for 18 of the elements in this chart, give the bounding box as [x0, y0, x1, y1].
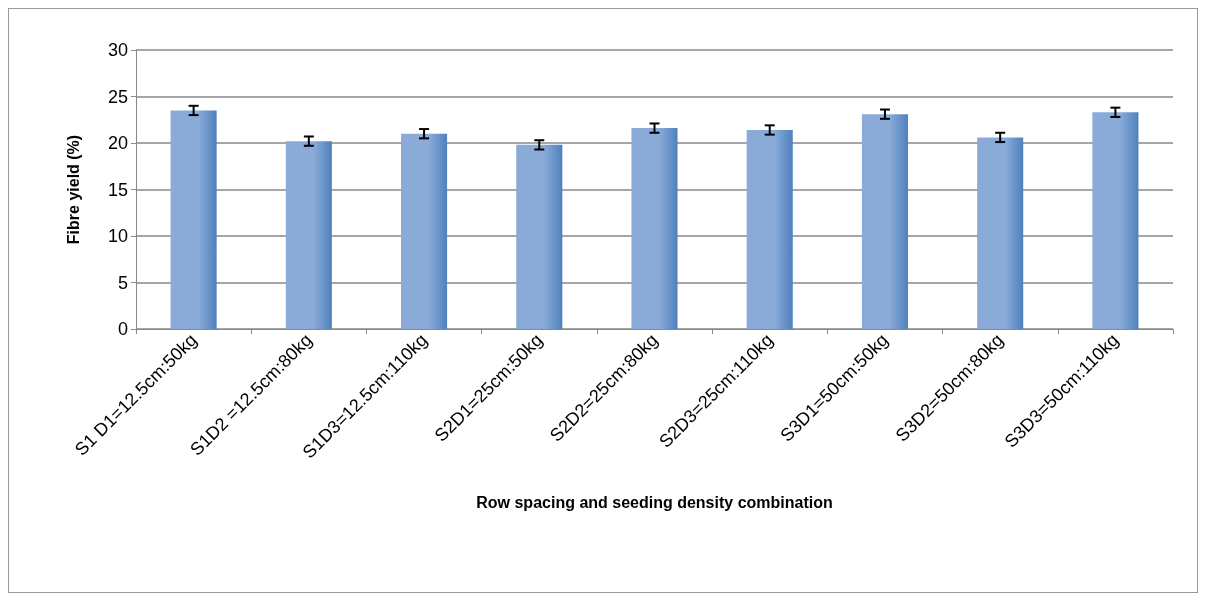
bar	[170, 110, 217, 329]
bar	[1092, 112, 1139, 329]
y-tick-label: 15	[107, 179, 128, 200]
y-tick-label: 5	[117, 272, 128, 293]
x-axis-title: Row spacing and seeding density combination	[476, 493, 833, 511]
y-tick-label: 30	[107, 40, 128, 60]
y-tick-label: 20	[107, 133, 128, 153]
bar	[516, 144, 563, 329]
y-tick-label: 0	[117, 319, 128, 339]
y-tick-label: 25	[107, 86, 128, 107]
bar	[861, 114, 908, 329]
bar	[401, 133, 448, 329]
bar	[977, 137, 1024, 329]
y-axis-title: Fibre yield (%)	[64, 134, 82, 245]
bar	[746, 129, 793, 329]
bar	[285, 141, 332, 329]
bar	[631, 128, 678, 329]
y-tick-label: 10	[107, 226, 128, 246]
